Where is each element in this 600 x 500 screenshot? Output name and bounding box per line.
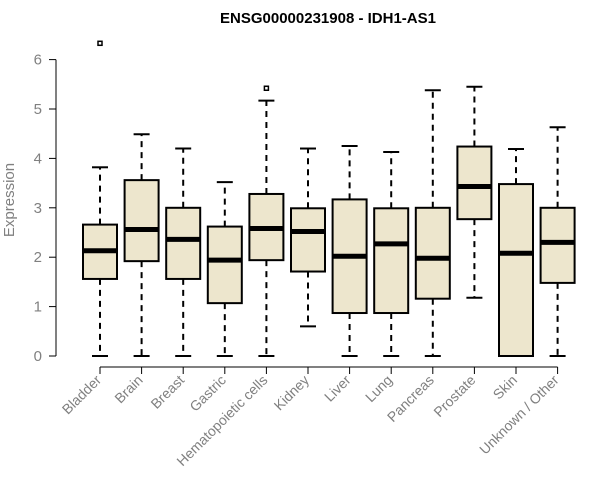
x-tick-label: Unknown / Other (476, 372, 562, 458)
x-tick-label: Bladder (59, 372, 105, 418)
y-tick-label: 4 (34, 150, 42, 167)
x-tick-label: Skin (490, 372, 521, 403)
box-iqr (123, 179, 160, 263)
box-4 (206, 181, 243, 357)
y-tick-label: 0 (34, 348, 42, 365)
x-tick-label: Prostate (430, 372, 478, 420)
box-10 (456, 85, 493, 299)
x-tick-label: Kidney (271, 372, 313, 414)
y-tick-label: 3 (34, 200, 42, 217)
y-tick-label: 5 (34, 101, 42, 118)
x-tick-label: Liver (321, 372, 354, 405)
x-tick-label: Breast (147, 372, 187, 412)
outlier-point (97, 40, 103, 47)
box-iqr (456, 145, 493, 221)
box-9 (414, 89, 451, 357)
x-tick-label: Brain (111, 372, 145, 406)
boxes-group (82, 40, 576, 357)
box-iqr (414, 206, 451, 300)
box-11 (498, 148, 534, 357)
box-8 (373, 150, 410, 357)
box-iqr (539, 206, 576, 284)
box-iqr (373, 207, 410, 315)
outlier-point (263, 85, 270, 92)
box-6 (290, 147, 326, 328)
chart-title: ENSG00000231908 - IDH1-AS1 (220, 10, 436, 27)
box-iqr (206, 225, 243, 305)
box-7 (331, 145, 368, 357)
box-2 (123, 133, 160, 357)
box-3 (165, 147, 202, 357)
box-12 (539, 126, 576, 357)
box-iqr (290, 207, 326, 273)
y-tick-label: 2 (34, 249, 42, 266)
y-tick-label: 1 (34, 299, 42, 316)
box-1 (82, 40, 118, 357)
x-tick-label: Lung (362, 372, 395, 405)
y-axis: 0 1 2 3 4 5 6 (34, 52, 57, 365)
box-5 (248, 85, 285, 357)
y-axis-label: Expression (1, 163, 18, 237)
y-tick-label: 6 (34, 52, 42, 69)
box-iqr (498, 183, 534, 357)
box-iqr (165, 206, 202, 280)
